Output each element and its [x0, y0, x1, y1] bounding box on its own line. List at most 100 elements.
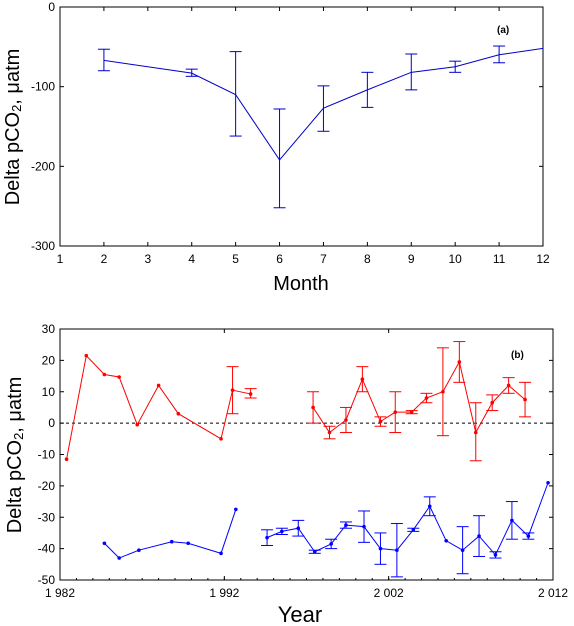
x-axis-label-a: Month — [273, 273, 329, 295]
data-point — [526, 534, 531, 538]
data-point — [546, 480, 550, 485]
y-axis-label-b: Delta pCO2, μatm — [4, 377, 26, 534]
x-tick-label: 4 — [188, 252, 195, 266]
series-line — [266, 482, 549, 556]
y-tick-label: -100 — [31, 80, 55, 94]
data-point — [493, 553, 498, 557]
data-point — [362, 524, 366, 529]
data-point — [234, 507, 238, 512]
data-point — [460, 548, 465, 552]
data-point — [102, 372, 107, 377]
data-point — [64, 457, 69, 462]
data-point — [424, 396, 429, 400]
y-tick-label: -200 — [31, 159, 55, 173]
x-tick-label: 11 — [493, 252, 506, 266]
x-tick-label: 1 — [57, 252, 64, 266]
plot-area-a — [59, 6, 544, 247]
x-tick-label: 7 — [320, 252, 327, 266]
x-axis-label-b: Year — [278, 602, 322, 626]
data-point — [344, 523, 348, 527]
data-point — [427, 504, 432, 509]
data-point — [296, 526, 301, 531]
data-point — [230, 388, 235, 392]
y-tick-label: 0 — [48, 416, 55, 430]
data-point — [360, 377, 365, 382]
y-axis-label-a-sub: 2 — [9, 105, 24, 112]
data-point — [102, 541, 107, 546]
y-tick-label: 0 — [48, 0, 55, 14]
x-tick-label: 1 982 — [45, 586, 75, 600]
data-point — [457, 360, 462, 364]
data-point — [219, 437, 223, 441]
x-tick-label: 12 — [536, 252, 550, 266]
data-point — [411, 528, 416, 532]
x-tick-label: 3 — [144, 252, 151, 266]
data-point — [441, 389, 445, 394]
y-tick-label: 30 — [42, 322, 56, 336]
data-point — [156, 383, 161, 388]
series-line — [66, 354, 251, 460]
y-tick-label: -300 — [31, 239, 55, 253]
series-line — [104, 509, 237, 559]
y-tick-label: -20 — [38, 479, 56, 493]
data-point — [248, 392, 253, 396]
data-point — [117, 556, 121, 560]
data-point — [137, 548, 141, 552]
data-point — [393, 410, 398, 414]
y-axis-label-a-tail: , μatm — [2, 49, 24, 105]
data-point — [186, 541, 190, 546]
data-point — [312, 549, 317, 554]
data-point — [176, 411, 181, 416]
x-tick-label: 1 992 — [209, 586, 239, 600]
data-point — [395, 548, 399, 552]
y-axis-label-a-main: Delta pCO — [2, 112, 24, 205]
y-axis-label-b-tail: , μatm — [4, 377, 26, 433]
axes-a: 1 2 3 4 5 6 7 8 9 10 11 120-100-200-300 — [31, 0, 550, 266]
data-point — [311, 405, 315, 410]
y-axis-label-b-sub: 2 — [11, 433, 26, 440]
data-point — [473, 430, 478, 435]
data-point — [169, 539, 174, 544]
panel-label-a: (a) — [497, 25, 509, 36]
data-point — [84, 353, 89, 358]
y-tick-label: -30 — [38, 510, 56, 524]
x-tick-label: 6 — [276, 252, 283, 266]
panel-label-b: (b) — [511, 350, 524, 361]
x-tick-label: 10 — [449, 252, 463, 266]
data-point — [444, 538, 448, 543]
data-point — [344, 418, 348, 422]
data-point — [477, 534, 481, 538]
x-tick-label: 2 012 — [538, 586, 568, 600]
panel-b: 1 982 1 992 2 002 2 012 30 20 10 0 -10 -20 -30 -40 -… — [4, 322, 568, 626]
x-tick-label: 2 002 — [374, 586, 404, 600]
data-point — [265, 535, 269, 540]
data-point — [490, 400, 494, 405]
x-tick-label: 8 — [364, 252, 371, 266]
y-tick-label: -10 — [38, 448, 56, 462]
data-point — [523, 397, 527, 402]
panel-a: 1 2 3 4 5 6 7 8 9 10 11 120-100-200-300 (a) Month D… — [2, 0, 550, 295]
y-tick-label: -40 — [38, 542, 56, 556]
data-point — [327, 430, 332, 435]
data-point — [280, 529, 284, 534]
data-point — [329, 542, 333, 546]
data-point — [409, 410, 414, 414]
x-tick-label: 2 — [101, 252, 108, 266]
y-tick-label: 10 — [42, 385, 56, 399]
data-point — [117, 375, 121, 379]
y-tick-label: -50 — [38, 573, 56, 587]
series-line — [103, 47, 544, 161]
y-axis-label-a: Delta pCO2, μatm — [2, 49, 24, 206]
data-point — [378, 419, 383, 424]
data-point — [510, 518, 514, 523]
data-point — [219, 551, 223, 556]
x-tick-label: 5 — [232, 252, 239, 266]
data-point — [378, 546, 383, 551]
axes-b: 1 982 1 992 2 002 2 012 30 20 10 0 -10 -20 -30 -40 -… — [38, 322, 569, 600]
data-point — [135, 422, 140, 427]
y-tick-label: 20 — [42, 353, 56, 367]
series-line — [312, 360, 526, 434]
data-point — [506, 383, 511, 388]
y-axis-label-b-main: Delta pCO — [4, 440, 26, 533]
